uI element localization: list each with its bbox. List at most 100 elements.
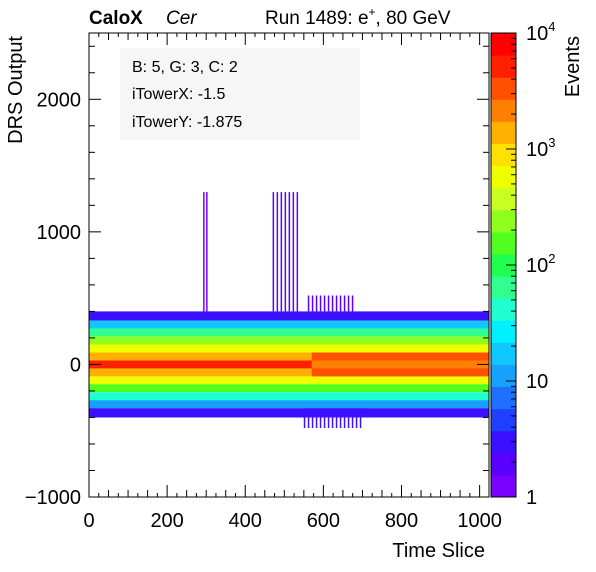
- x-tick-label: 600: [307, 510, 340, 532]
- heatmap-feature: [311, 360, 489, 369]
- heatmap-band: [89, 352, 489, 361]
- y-tick-label: −1000: [25, 487, 81, 509]
- heatmap-cell: [284, 192, 287, 312]
- heatmap-cell: [315, 295, 318, 312]
- heatmap-cell: [323, 295, 326, 312]
- color-scale-step: [491, 474, 516, 498]
- heatmap-cell: [339, 295, 342, 312]
- heatmap-cell: [280, 192, 283, 312]
- heatmap-cell: [331, 408, 334, 429]
- color-scale-step: [491, 165, 516, 189]
- heatmap-cell: [307, 295, 310, 312]
- heatmap-feature: [307, 295, 354, 312]
- heatmap-cell: [359, 408, 362, 429]
- heatmap-cell: [327, 408, 330, 429]
- heatmap-cell: [355, 408, 358, 429]
- heatmap-cell: [311, 295, 314, 312]
- heatmap-cell: [206, 192, 208, 312]
- heatmap-band: [89, 360, 489, 369]
- heatmap-cell: [311, 408, 314, 429]
- color-scale-bar: [491, 33, 516, 498]
- y-tick-label: 1000: [37, 222, 82, 244]
- heatmap-cell: [272, 192, 275, 312]
- heatmap-band: [89, 328, 489, 337]
- heatmap-band: [89, 368, 489, 377]
- info-line-3: iTowerY: -1.875: [132, 114, 242, 131]
- z-tick-exponent: 2: [548, 251, 555, 266]
- heatmap-cell: [347, 408, 350, 429]
- x-tick-label: 400: [229, 510, 262, 532]
- heatmap-cell: [303, 408, 306, 429]
- color-scale-step: [491, 231, 516, 255]
- heatmap-cell: [343, 295, 346, 312]
- color-scale-step: [491, 77, 516, 100]
- heatmap-band: [89, 311, 489, 321]
- color-scale-step: [491, 187, 516, 211]
- color-scale-step: [491, 364, 516, 388]
- color-scale-step: [491, 452, 516, 476]
- heatmap-cell: [288, 192, 291, 312]
- title-particle-charge: +: [369, 5, 376, 19]
- color-scale-step: [491, 276, 516, 299]
- z-axis-label: Events: [562, 36, 584, 97]
- heatmap-cell: [351, 408, 354, 429]
- z-tick-label: 10: [526, 371, 548, 393]
- heatmap-cell: [323, 408, 326, 429]
- color-scale-step: [491, 253, 516, 277]
- z-tick-label: 103: [526, 135, 555, 161]
- info-line-1: B: 5, G: 3, C: 2: [132, 59, 238, 76]
- color-scale-step: [491, 386, 516, 410]
- heatmap-cell: [339, 408, 342, 429]
- x-axis: 0 200 400 600 800 1000: [83, 33, 502, 532]
- color-scale-step: [491, 430, 516, 454]
- heatmap-cell: [276, 192, 279, 312]
- heatmap-cell: [351, 295, 354, 312]
- x-tick-label: 200: [150, 510, 183, 532]
- heatmap-cell: [331, 295, 334, 312]
- color-scale-step: [491, 99, 516, 122]
- info-box-background: [120, 48, 360, 140]
- plot-frame: [88, 32, 490, 498]
- color-scale-step: [491, 209, 516, 233]
- x-tick-label: 1000: [457, 510, 502, 532]
- x-tick-label: 800: [385, 510, 418, 532]
- color-scale-step: [491, 320, 516, 343]
- heatmap-cell: [343, 408, 346, 429]
- heatmap-cell: [327, 295, 330, 312]
- heatmap-cell: [292, 192, 295, 312]
- z-tick-exponent: 4: [548, 19, 555, 34]
- title-run-suffix: , 80 GeV: [376, 8, 451, 29]
- heatmap-cell: [307, 408, 310, 429]
- heatmap-band: [89, 392, 489, 401]
- x-axis-label: Time Slice: [392, 540, 485, 562]
- info-line-2: iTowerX: -1.5: [132, 86, 225, 103]
- heatmap-band: [89, 408, 489, 418]
- y-axis-label: DRS Output: [5, 36, 27, 144]
- title-channel: Cer: [166, 8, 197, 29]
- color-scale-step: [491, 55, 516, 78]
- title-run: Run 1489: e+, 80 GeV: [265, 5, 451, 29]
- info-box: B: 5, G: 3, C: 2 iTowerX: -1.5 iTowerY: …: [120, 48, 360, 140]
- color-scale-step: [491, 408, 516, 432]
- color-scale-step: [491, 33, 516, 56]
- x-tick-label: 0: [83, 510, 94, 532]
- heatmap-cell: [296, 192, 299, 312]
- z-tick-label: 104: [526, 19, 555, 45]
- z-tick-label: 102: [526, 251, 555, 277]
- y-axis: −1000 0 1000 2000: [25, 45, 489, 509]
- z-tick-label: 1: [526, 487, 537, 509]
- heatmap-band: [89, 376, 489, 385]
- z-tick-exponent: 3: [548, 135, 555, 150]
- heatmap-feature: [311, 352, 489, 361]
- color-scale-step: [491, 342, 516, 365]
- heatmap-cell: [319, 295, 322, 312]
- heatmap-cell: [315, 408, 318, 429]
- heatmap-cell: [319, 408, 322, 429]
- heatmap-cell: [203, 192, 205, 312]
- color-scale-step: [491, 298, 516, 321]
- heatmap-cell: [335, 295, 338, 312]
- heatmap-cell: [347, 295, 350, 312]
- title-run-prefix: Run 1489: e: [265, 8, 369, 29]
- heatmap-feature: [303, 408, 362, 429]
